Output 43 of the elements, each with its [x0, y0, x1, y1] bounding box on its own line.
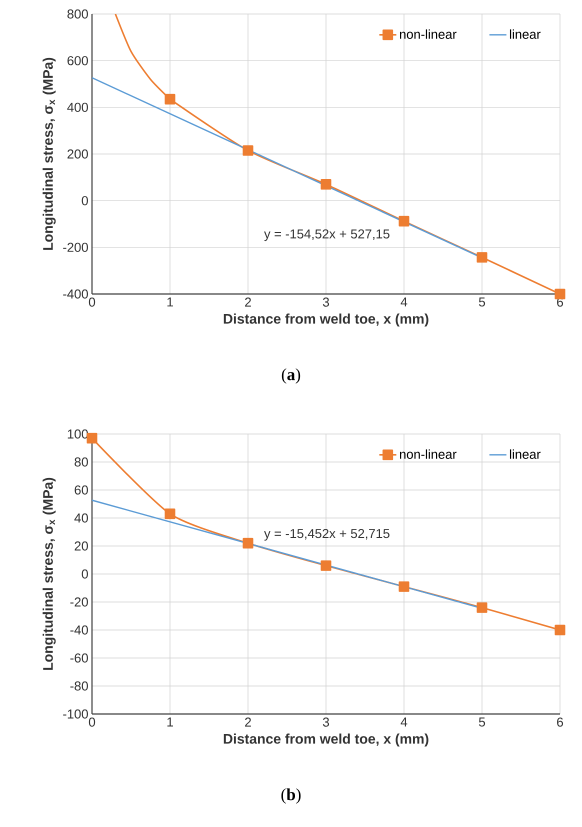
y-tick-label: 80 [74, 457, 88, 467]
y-tick-label: 0 [82, 569, 88, 579]
y-tick-label: -40 [70, 625, 88, 635]
legend-label: linear [510, 449, 541, 459]
y-tick-label: -100 [63, 709, 88, 719]
x-tick-label: 1 [167, 718, 173, 726]
x-tick-label: 3 [322, 718, 330, 727]
x-tick-label: 5 [478, 718, 486, 727]
y-tick-label: 40 [74, 513, 88, 523]
x-tick-label: 0 [88, 298, 96, 307]
x-tick-label: 1 [167, 298, 173, 306]
x-tick-label: 2 [245, 718, 251, 727]
x-tick-label: 5 [478, 298, 486, 307]
annotation: y = -154,52x + 527,15 [264, 229, 390, 242]
x-axis-title: Distance from weld toe, x (mm) [224, 734, 428, 747]
x-tick-label: 6 [557, 718, 564, 727]
y-tick-label: 400 [67, 102, 88, 112]
x-tick-label: 2 [245, 298, 251, 307]
y-tick-label: 200 [68, 149, 88, 159]
x-tick-label: 3 [322, 298, 330, 307]
y-tick-label: -400 [63, 289, 88, 299]
y-tick-label: -80 [70, 681, 88, 691]
y-tick-label: 100 [68, 429, 88, 439]
y-tick-label: -60 [70, 653, 88, 663]
text: (a) [282, 368, 300, 384]
y-axis-title: Longitudinal stress, σ$_{x}$ (MPa) [42, 58, 56, 250]
x-tick-label: 0 [88, 718, 96, 727]
y-tick-label: 20 [74, 541, 88, 551]
legend-label: non-linear [400, 449, 456, 459]
y-tick-label: -20 [70, 597, 88, 607]
y-tick-label: 0 [82, 196, 88, 206]
y-tick-label: 800 [67, 9, 88, 19]
y-tick-label: 60 [74, 485, 88, 495]
annotation: y = -15,452x + 52,715 [264, 528, 390, 541]
x-tick-label: 4 [400, 718, 408, 726]
legend-label: non-linear [400, 29, 456, 39]
y-axis-title: Longitudinal stress, σ$_{x}$ (MPa) [42, 478, 56, 670]
x-tick-label: 4 [400, 298, 408, 306]
text: (b) [281, 788, 301, 804]
y-tick-label: -200 [63, 242, 88, 252]
legend-label: linear [510, 29, 541, 39]
y-tick-label: 600 [68, 56, 88, 66]
x-axis-title: Distance from weld toe, x (mm) [224, 314, 428, 327]
